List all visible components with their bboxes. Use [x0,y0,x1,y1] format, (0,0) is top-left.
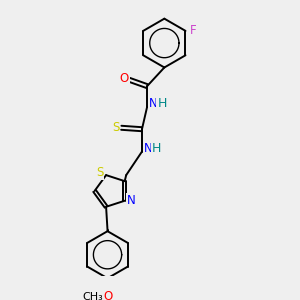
Text: N: N [127,194,135,207]
Text: S: S [96,166,103,179]
Text: H: H [158,98,167,110]
Text: H: H [152,142,162,155]
Text: S: S [112,121,119,134]
Text: O: O [119,72,129,85]
Text: N: N [144,142,153,155]
Text: CH₃: CH₃ [82,292,103,300]
Text: O: O [103,290,112,300]
Text: F: F [190,24,197,38]
Text: N: N [149,98,158,110]
